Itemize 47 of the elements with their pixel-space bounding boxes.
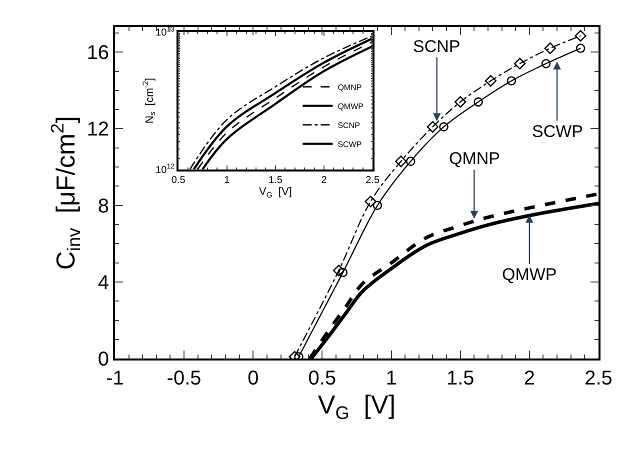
x-tick-label: 2 (524, 368, 535, 390)
x-tick-label: -1 (106, 368, 124, 390)
x-tick-label: 2.5 (366, 175, 380, 186)
legend-label: SCNP (338, 120, 360, 130)
y-tick-label: 10$^{12}$ (156, 164, 175, 176)
y-tick-label: 12 (86, 118, 109, 141)
point (395, 155, 407, 168)
point (372, 200, 382, 210)
y-tick-label: 16 (86, 42, 109, 64)
annotation: SCNP (413, 37, 460, 56)
x-tick-label: 1 (224, 175, 230, 186)
x-tick-label: 0 (248, 368, 259, 390)
point (474, 97, 483, 107)
x-tick-label: 1.5 (446, 368, 474, 390)
legend-label: SCWP (338, 140, 362, 149)
point (544, 42, 556, 54)
point (439, 122, 448, 132)
y-tick-label: 8 (98, 195, 109, 218)
point (506, 76, 516, 86)
x-tick-label: -0.5 (166, 368, 202, 390)
point (484, 74, 497, 87)
point (576, 44, 586, 53)
x-axis-title: V$_{G}$ [V] (318, 390, 396, 424)
point (426, 120, 439, 133)
y-tick-label: 4 (98, 272, 109, 294)
y-tick-label: 0 (98, 348, 109, 371)
point (294, 352, 304, 359)
x-tick-label: 0.5 (308, 368, 336, 390)
point (574, 30, 586, 42)
annotation: QMNP (449, 149, 500, 168)
point (541, 58, 551, 68)
x-axis-title: V$_{G}$ [V] (258, 186, 292, 200)
point (364, 196, 376, 208)
x-tick-label: 2.5 (584, 368, 612, 390)
legend-label: QMNP (338, 82, 362, 92)
x-tick-label: 1 (386, 368, 397, 390)
point (406, 156, 416, 166)
annotation: QMWP (502, 265, 557, 284)
point (332, 264, 345, 276)
point (514, 58, 526, 70)
x-tick-label: 0.5 (171, 175, 186, 186)
point (454, 96, 466, 108)
annotation: SCWP (532, 122, 583, 141)
x-tick-label: 2 (321, 175, 328, 186)
x-tick-label: 1.5 (268, 175, 283, 186)
legend-label: QMWP (338, 102, 364, 111)
point (338, 268, 348, 278)
